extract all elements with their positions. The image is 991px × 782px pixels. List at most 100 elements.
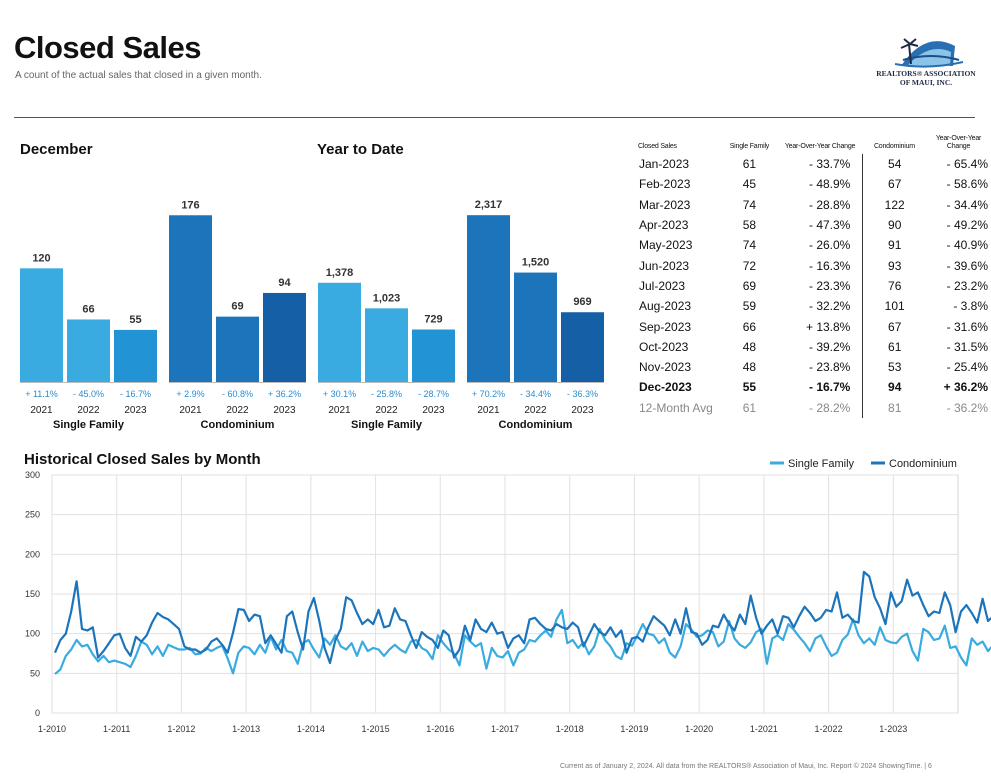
series-line-condominium [53, 570, 991, 665]
col-sf-change-header: Year-Over-Year Change [784, 143, 856, 150]
bar-condominium-2023 [561, 312, 604, 382]
cell-sf-change: - 39.2% [809, 339, 851, 354]
cell-sf: 66 [742, 319, 757, 334]
cell-condo: 101 [862, 296, 927, 317]
bar-change-label: - 45.0% [73, 389, 104, 399]
bar-change-label: - 25.8% [371, 389, 402, 399]
cell-sf: 58 [742, 218, 757, 233]
avg-row: 12-Month Avg 61 - 28.2% 81 - 36.2% [636, 397, 991, 418]
december-heading: December [20, 141, 93, 158]
cell-month: 12-Month Avg [639, 400, 713, 415]
table-row: Jan-2023 61 - 33.7% 54 - 65.4% [636, 154, 991, 175]
cell-condo: 91 [862, 235, 927, 256]
bar-value-label: 729 [424, 314, 442, 326]
x-tick-label: 1-2023 [879, 724, 907, 734]
table-row: Feb-2023 45 - 48.9% 67 - 58.6% [636, 174, 991, 195]
bar-value-label: 66 [82, 303, 94, 315]
bar-year-label: 2022 [375, 405, 398, 416]
y-tick-label: 200 [25, 549, 40, 559]
bar-value-label: 176 [181, 199, 199, 211]
bar-value-label: 969 [573, 296, 591, 308]
table-row: Nov-2023 48 - 23.8% 53 - 25.4% [636, 356, 991, 378]
bar-value-label: 55 [129, 314, 141, 326]
bar-single-family-2022 [365, 308, 408, 382]
cell-condo: 61 [862, 336, 927, 357]
cell-sf-change: - 16.7% [809, 380, 851, 395]
bar-group-label: Single Family [53, 419, 125, 431]
table-row: Apr-2023 58 - 47.3% 90 - 49.2% [636, 214, 991, 236]
bar-change-label: - 28.7% [418, 389, 449, 399]
x-tick-label: 1-2010 [38, 724, 66, 734]
bar-value-label: 2,317 [475, 199, 503, 211]
y-tick-label: 100 [25, 629, 40, 639]
bar-change-label: - 16.7% [120, 389, 151, 399]
x-tick-label: 1-2013 [232, 724, 260, 734]
cell-month: Oct-2023 [639, 339, 689, 354]
cell-month: Jan-2023 [639, 157, 690, 172]
bar-single-family-2021 [20, 268, 63, 382]
cell-sf: 61 [742, 157, 757, 172]
bar-value-label: 69 [231, 301, 243, 313]
table-row: Oct-2023 48 - 39.2% 61 - 31.5% [636, 336, 991, 357]
col-month-header: Closed Sales [638, 143, 677, 150]
monthly-stats-table: Closed Sales Single Family Year-Over-Yea… [636, 135, 991, 418]
table-header-row: Closed Sales Single Family Year-Over-Yea… [636, 135, 991, 154]
bar-change-label: - 34.4% [520, 389, 551, 399]
cell-condo: 67 [862, 316, 927, 337]
cell-sf: 48 [742, 339, 757, 354]
cell-condo-change: - 34.4% [946, 197, 988, 212]
cell-sf: 59 [742, 299, 757, 314]
table-row: Mar-2023 74 - 28.8% 122 - 34.4% [636, 194, 991, 215]
table-row: Jun-2023 72 - 16.3% 93 - 39.6% [636, 255, 991, 276]
y-tick-label: 300 [25, 470, 40, 480]
bar-change-label: + 30.1% [323, 389, 356, 399]
y-tick-label: 0 [35, 708, 40, 718]
bar-change-label: + 2.9% [176, 389, 204, 399]
page-subtitle: A count of the actual sales that closed … [15, 70, 262, 81]
historical-line-chart: Historical Closed Sales by Month 0 50 100 15… [24, 451, 991, 734]
cell-month: Dec-2023 [639, 380, 692, 395]
bar-year-label: 2021 [328, 405, 351, 416]
cell-sf-change: - 28.8% [809, 197, 851, 212]
x-tick-label: 1-2017 [491, 724, 519, 734]
table-row: Dec-2023 55 - 16.7% 94 + 36.2% [636, 377, 991, 398]
series-line-single-family [54, 608, 991, 675]
cell-month: Feb-2023 [639, 177, 691, 192]
cell-condo: 54 [862, 154, 927, 175]
cell-month: Aug-2023 [639, 299, 692, 314]
cell-sf: 45 [742, 177, 757, 192]
bar-single-family-2021 [318, 282, 361, 382]
bar-value-label: 1,520 [522, 257, 550, 269]
cell-condo-change: - 49.2% [946, 218, 988, 233]
bar-value-label: 94 [278, 277, 291, 289]
x-tick-label: 1-2011 [103, 724, 130, 734]
logo-text: REALTORS® ASSOCIATION OF MAUI, INC. [876, 69, 976, 87]
bar-year-label: 2021 [477, 405, 500, 416]
bar-charts: 120 + 11.1% 2021 66 - 45.0% 2022 55 - 16.7% 2023… [20, 199, 604, 431]
cell-condo: 67 [862, 174, 927, 195]
cell-sf: 55 [742, 380, 757, 395]
bar-condominium-2023 [263, 292, 306, 382]
legend-label: Condominium [889, 458, 957, 470]
bar-change-label: - 36.3% [567, 389, 598, 399]
bar-value-label: 120 [32, 252, 50, 264]
y-tick-label: 150 [25, 589, 40, 599]
col-sf-header: Single Family [729, 143, 770, 150]
cell-condo-change: - 23.2% [946, 278, 988, 293]
cell-sf-change: - 33.7% [809, 157, 851, 172]
line-chart-title: Historical Closed Sales by Month [24, 451, 261, 468]
cell-condo-change: - 31.6% [946, 319, 988, 334]
y-tick-label: 250 [25, 510, 40, 520]
cell-condo-change: - 39.6% [946, 258, 988, 273]
page-title: Closed Sales [14, 30, 201, 65]
bar-group-label: Single Family [351, 419, 423, 431]
header-divider [14, 117, 975, 118]
bar-year-label: 2022 [77, 405, 100, 416]
cell-sf-change: - 16.3% [809, 258, 851, 273]
bar-year-label: 2021 [179, 405, 202, 416]
cell-condo: 90 [862, 214, 927, 236]
x-tick-label: 1-2012 [167, 724, 195, 734]
bar-value-label: 1,023 [373, 292, 401, 304]
cell-month: Apr-2023 [639, 218, 689, 233]
cell-sf-change: - 48.9% [809, 177, 851, 192]
